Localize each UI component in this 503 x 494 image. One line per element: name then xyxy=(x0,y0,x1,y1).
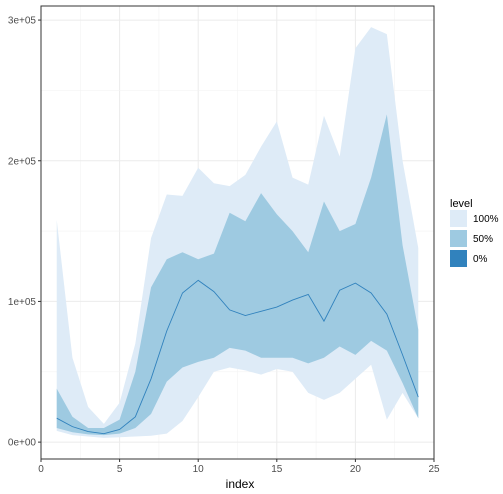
x-tick-label: 10 xyxy=(193,464,205,475)
x-tick-label: 20 xyxy=(350,464,362,475)
legend-label: 100% xyxy=(473,214,499,225)
legend-label: 0% xyxy=(473,254,488,265)
ribbon-50pct xyxy=(56,114,419,436)
y-tick-label: 1e+05 xyxy=(8,297,37,308)
legend-key-50pct xyxy=(450,230,467,247)
legend-title: level xyxy=(450,198,473,210)
legend-key-100pct xyxy=(450,210,467,227)
panel-border xyxy=(40,5,435,460)
x-tick-label: 25 xyxy=(428,464,440,475)
legend: level 100% 50% 0% xyxy=(450,198,499,267)
y-tick-label: 0e+00 xyxy=(8,438,37,449)
x-axis: 0 5 10 15 20 25 xyxy=(38,459,440,475)
line-0pct xyxy=(56,279,419,435)
x-axis-title: index xyxy=(226,477,255,491)
x-tick-label: 0 xyxy=(38,464,44,475)
legend-label: 50% xyxy=(473,234,493,245)
y-tick-label: 3e+05 xyxy=(8,16,37,27)
plot-panel xyxy=(40,5,435,460)
legend-key-0pct xyxy=(450,250,467,267)
x-tick-label: 15 xyxy=(271,464,283,475)
data-layer xyxy=(56,27,419,438)
x-tick-label: 5 xyxy=(117,464,123,475)
y-tick-label: 2e+05 xyxy=(8,156,37,167)
y-axis: 0e+00 1e+05 2e+05 3e+05 xyxy=(8,16,41,449)
